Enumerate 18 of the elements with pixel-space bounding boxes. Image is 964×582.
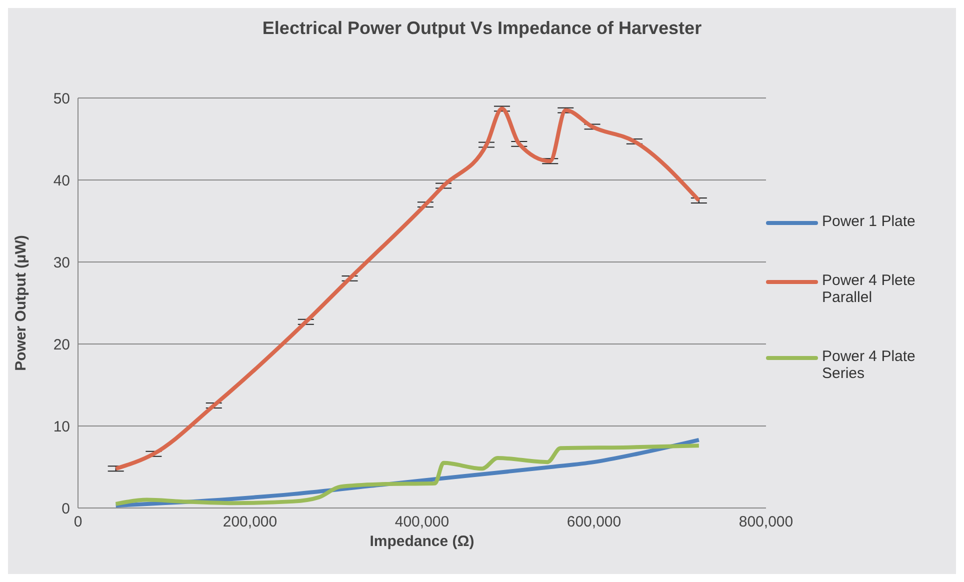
legend-label: Power 1 Plate	[822, 212, 916, 230]
y-tick-label: 50	[53, 90, 70, 108]
y-tick-label: 20	[53, 336, 70, 354]
x-tick-label: 400,000	[394, 514, 450, 531]
legend-label: Power 4 Plete Parallel	[822, 272, 916, 306]
y-tick-label: 30	[53, 254, 70, 272]
y-tick-label: 0	[62, 500, 70, 518]
y-tick-label: 10	[53, 418, 70, 436]
x-tick-label: 600,000	[566, 514, 622, 531]
chart-title: Electrical Power Output Vs Impedance of Harvester	[261, 17, 703, 40]
y-axis-title: Power Output (μW)	[12, 235, 30, 371]
x-tick-label: 800,000	[738, 514, 794, 531]
line-series	[114, 106, 701, 471]
x-tick-label: 200,000	[222, 514, 278, 531]
y-tick-label: 40	[53, 172, 70, 190]
x-axis-title: Impedance (Ω)	[370, 533, 474, 550]
legend-label: Power 4 Plate Series	[822, 348, 916, 382]
x-tick-label: 0	[74, 514, 82, 531]
